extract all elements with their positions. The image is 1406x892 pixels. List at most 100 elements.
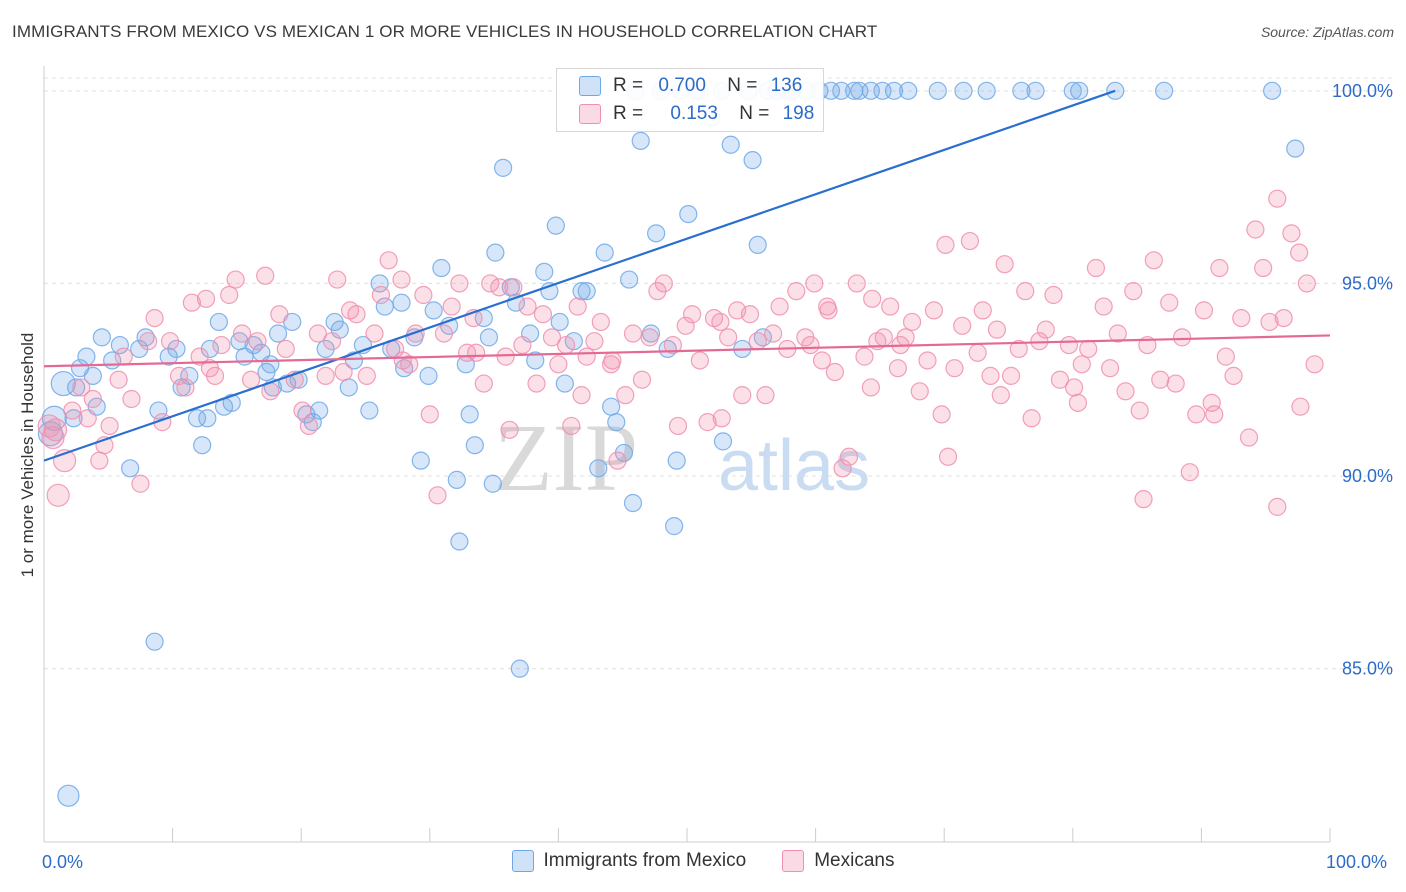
- data-point: [801, 335, 820, 355]
- data-point: [92, 328, 111, 347]
- data-point: [818, 297, 837, 316]
- n-label: N =: [739, 103, 770, 124]
- data-point: [180, 366, 199, 385]
- data-point: [743, 151, 762, 170]
- data-point: [863, 289, 882, 308]
- legend-swatch-pink: [782, 850, 805, 872]
- data-point: [683, 305, 702, 324]
- data-point: [995, 255, 1014, 274]
- data-point: [78, 409, 97, 428]
- legend-swatch-pink: [579, 104, 601, 124]
- data-point: [953, 316, 972, 335]
- data-point: [83, 366, 102, 385]
- data-point: [139, 332, 158, 351]
- data-point: [918, 351, 937, 370]
- data-point: [200, 359, 219, 378]
- data-point: [1291, 397, 1310, 416]
- data-point: [589, 459, 608, 478]
- data-point: [220, 285, 239, 305]
- data-point: [585, 332, 604, 351]
- data-point: [1254, 258, 1273, 278]
- data-point: [1216, 347, 1235, 366]
- data-point: [654, 274, 673, 293]
- series-mexicans-points: [37, 189, 1324, 516]
- data-point: [406, 324, 425, 343]
- data-point: [198, 409, 217, 428]
- data-point: [1155, 81, 1174, 100]
- data-point: [936, 235, 955, 255]
- tick-labels: 85.0% 90.0% 95.0% 100.0%: [1332, 81, 1393, 679]
- data-point: [232, 324, 252, 343]
- data-point: [832, 81, 851, 100]
- data-point: [1026, 81, 1045, 100]
- data-point: [607, 413, 626, 432]
- data-point: [1059, 335, 1079, 355]
- data-point: [504, 278, 523, 297]
- data-point: [526, 351, 545, 370]
- data-point: [370, 274, 389, 293]
- data-point: [591, 312, 610, 332]
- data-point: [149, 401, 168, 420]
- data-point: [513, 335, 532, 355]
- data-point: [825, 362, 844, 382]
- data-point: [371, 285, 391, 305]
- data-point: [486, 243, 505, 262]
- r-value: 0.153: [670, 103, 718, 124]
- data-point: [114, 347, 133, 366]
- data-point: [861, 378, 880, 397]
- data-point: [987, 320, 1007, 339]
- data-point: [1063, 81, 1082, 100]
- n-value: 136: [770, 75, 803, 96]
- data-point: [432, 258, 451, 278]
- data-point: [973, 301, 992, 320]
- legend-label: Mexicans: [814, 850, 895, 871]
- data-point: [190, 347, 209, 366]
- data-point: [945, 359, 964, 378]
- data-point: [679, 204, 698, 224]
- data-point: [450, 274, 469, 293]
- data-point: [496, 347, 515, 366]
- data-point: [847, 274, 866, 293]
- data-point: [698, 413, 717, 432]
- data-point: [392, 293, 411, 312]
- data-point: [270, 305, 289, 324]
- chart-title: IMMIGRANTS FROM MEXICO VS MEXICAN 1 OR M…: [12, 22, 878, 41]
- data-point: [83, 389, 102, 409]
- data-point: [1210, 258, 1229, 278]
- data-point: [1116, 382, 1135, 401]
- data-point: [100, 416, 119, 436]
- data-point: [414, 285, 433, 305]
- data-point: [159, 347, 178, 366]
- data-point: [562, 416, 581, 436]
- data-point: [899, 81, 918, 100]
- data-point: [977, 81, 996, 100]
- data-point: [555, 374, 574, 393]
- data-point: [248, 332, 267, 351]
- data-point: [910, 382, 929, 401]
- data-point: [1268, 497, 1287, 516]
- data-point: [411, 451, 430, 470]
- data-point: [193, 436, 212, 455]
- data-point: [1282, 224, 1301, 243]
- data-point: [603, 351, 622, 370]
- data-point: [1016, 282, 1035, 301]
- data-point: [379, 251, 398, 270]
- data-point: [577, 282, 596, 301]
- legend-swatch-blue: [511, 850, 534, 872]
- data-point: [1260, 312, 1279, 332]
- data-point: [608, 451, 627, 470]
- data-point: [1086, 258, 1106, 278]
- data-point: [160, 332, 180, 351]
- data-point: [420, 405, 439, 424]
- data-point: [110, 335, 129, 355]
- x-tick-label-min: 0.0%: [42, 852, 84, 872]
- data-point: [1297, 274, 1316, 293]
- data-point: [527, 374, 546, 393]
- data-point: [1144, 251, 1163, 270]
- data-point: [719, 328, 738, 347]
- data-point: [568, 297, 587, 316]
- data-point: [1070, 81, 1089, 100]
- data-point: [902, 312, 922, 332]
- data-point: [392, 270, 411, 289]
- data-point: [981, 366, 1000, 385]
